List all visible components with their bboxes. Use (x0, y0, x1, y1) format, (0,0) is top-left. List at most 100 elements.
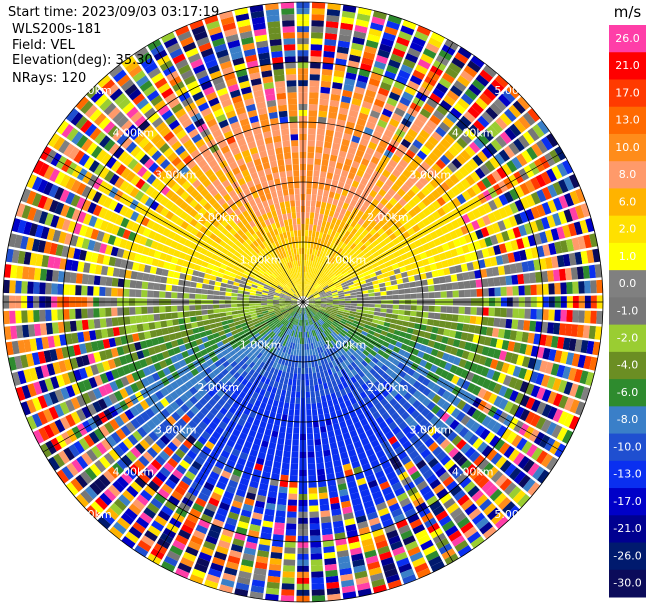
ray-gate (347, 330, 354, 336)
ray-gate (256, 352, 263, 359)
ray-gate (330, 286, 337, 291)
ray-gate (147, 525, 161, 537)
ray-gate (221, 248, 229, 255)
ray-gate (208, 258, 217, 265)
ray-gate (338, 256, 345, 263)
ray-gate (262, 434, 271, 442)
ray-gate (377, 248, 385, 255)
ray-gate (9, 310, 16, 324)
ray-gate (354, 314, 362, 319)
ray-gate (450, 322, 458, 330)
ray-gate (248, 529, 260, 538)
ray-gate (203, 384, 212, 393)
ray-gate (309, 311, 314, 318)
ray-gate (312, 291, 318, 296)
ray-gate (251, 579, 265, 588)
ray-gate (351, 42, 364, 51)
ray-gate (451, 408, 461, 419)
ray-gate (206, 358, 214, 367)
ray-gate (330, 274, 337, 280)
ray-gate (248, 336, 256, 342)
ray-gate (291, 302, 298, 305)
ray-gate (204, 426, 215, 436)
ray-gate (26, 174, 38, 189)
ray-gate (281, 414, 288, 421)
ray-gate (419, 418, 429, 428)
ray-gate (287, 348, 292, 355)
ray-gate (415, 134, 427, 145)
ray-gate (582, 265, 590, 279)
ray-gate (506, 505, 520, 519)
ray-gate (189, 574, 204, 585)
ray-gate (391, 168, 402, 178)
ray-gate (356, 309, 363, 313)
ray-gate (306, 403, 311, 410)
ray-gate (118, 268, 126, 278)
ray-gate (245, 317, 252, 322)
ray-gate (344, 343, 351, 350)
ray-gate (332, 398, 339, 406)
ray-gate (160, 408, 171, 419)
ray-gate (243, 407, 251, 416)
ray-gate (434, 306, 441, 313)
ray-gate (279, 305, 286, 308)
ray-gate (304, 313, 306, 320)
ray-gate (438, 77, 452, 89)
ray-gate (478, 238, 487, 249)
ray-gate (417, 201, 427, 211)
ray-gate (252, 371, 259, 379)
ray-gate (579, 219, 589, 234)
ray-gate (308, 303, 315, 306)
ray-gate (364, 549, 377, 559)
ray-gate (319, 207, 325, 215)
ray-gate (51, 322, 59, 334)
ray-gate (310, 311, 315, 317)
ray-gate (208, 280, 216, 286)
ray-gate (585, 371, 595, 386)
ray-gate (342, 394, 350, 402)
ray-gate (321, 522, 332, 530)
ray-gate (512, 286, 519, 296)
ray-gate (130, 418, 141, 430)
ray-gate (350, 48, 363, 57)
ray-gate (185, 371, 194, 380)
ray-gate (527, 462, 540, 477)
ray-gate (73, 440, 85, 454)
ray-gate (215, 545, 229, 555)
ray-gate (307, 319, 310, 326)
ray-gate (362, 290, 369, 294)
ray-gate (212, 518, 224, 528)
ray-gate (366, 511, 379, 521)
ray-gate (318, 319, 324, 325)
ray-gate (165, 254, 173, 263)
ray-gate (20, 235, 29, 250)
ray-gate (508, 142, 520, 155)
ray-gate (507, 252, 516, 263)
ray-gate (414, 30, 429, 42)
ray-gate (57, 283, 64, 295)
ray-gate (37, 411, 48, 425)
ray-gate (397, 283, 405, 290)
ray-gate (461, 350, 470, 360)
ray-gate (334, 428, 342, 437)
ray-gate (103, 470, 116, 483)
ray-gate (89, 330, 97, 341)
ray-gate (519, 249, 527, 261)
ray-gate (137, 540, 152, 552)
ray-gate (55, 244, 64, 257)
ray-gate (326, 307, 333, 311)
ray-gate (475, 494, 488, 507)
ray-gate (317, 237, 322, 245)
ray-gate (568, 367, 577, 381)
ray-gate (544, 229, 554, 243)
ray-gate (497, 328, 506, 339)
ray-gate (323, 449, 331, 457)
ray-gate (530, 345, 539, 357)
ray-gate (273, 299, 280, 302)
ray-gate (41, 255, 50, 268)
ray-gate (122, 344, 131, 355)
ray-gate (451, 375, 460, 385)
ray-gate (393, 192, 402, 202)
ray-gate (266, 345, 273, 352)
